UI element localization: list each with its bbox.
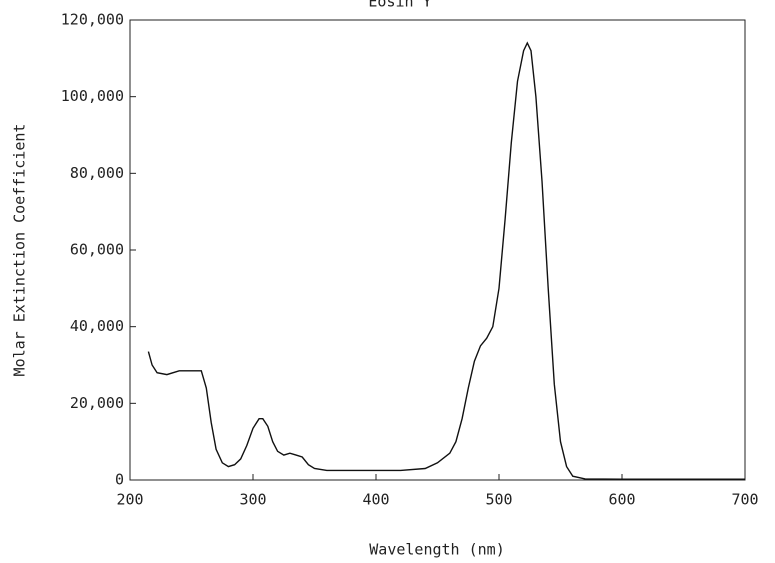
x-tick-label: 700 bbox=[731, 491, 758, 509]
y-axis-label: Molar Extinction Coefficient bbox=[11, 124, 29, 377]
x-tick-label: 200 bbox=[116, 491, 143, 509]
y-tick-label: 120,000 bbox=[61, 11, 124, 29]
y-tick-label: 100,000 bbox=[61, 87, 124, 105]
x-tick-label: 500 bbox=[485, 491, 512, 509]
x-tick-label: 300 bbox=[239, 491, 266, 509]
x-tick-label: 600 bbox=[608, 491, 635, 509]
y-tick-label: 80,000 bbox=[70, 164, 124, 182]
y-tick-label: 20,000 bbox=[70, 394, 124, 412]
y-tick-label: 0 bbox=[115, 471, 124, 489]
x-axis-label: Wavelength (nm) bbox=[369, 541, 504, 559]
plot-frame bbox=[129, 19, 746, 481]
y-tick-label: 60,000 bbox=[70, 241, 124, 259]
x-tick-label: 400 bbox=[362, 491, 389, 509]
y-tick-label: 40,000 bbox=[70, 317, 124, 335]
spectrum-line bbox=[147, 41, 745, 480]
chart-title: Eosin Y bbox=[368, 0, 431, 11]
